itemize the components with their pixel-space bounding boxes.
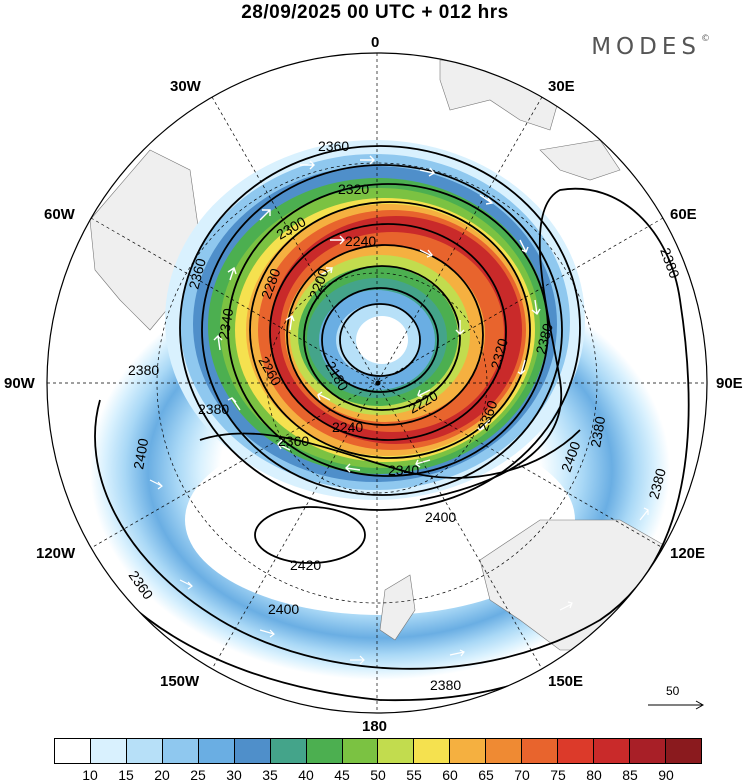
colorbar-tick-label: 10 <box>82 767 98 783</box>
reference-vector-label: 50 <box>666 684 680 698</box>
map-disk <box>47 53 707 713</box>
colorbar-tick-label: 75 <box>550 767 566 783</box>
new-zealand-land <box>379 574 416 641</box>
colorbar-swatch <box>126 739 163 763</box>
colorbar-tick-label: 30 <box>226 767 242 783</box>
colorbar-tick-label: 85 <box>622 767 638 783</box>
contour-label: 2380 <box>532 321 556 355</box>
lon-label-60e: 60E <box>670 206 697 223</box>
polar-jet <box>165 140 585 500</box>
colorbar-swatch <box>486 739 523 763</box>
colorbar-swatch <box>594 739 630 763</box>
colorbar-swatch <box>198 739 235 763</box>
colorbar-swatch <box>522 739 559 763</box>
reference-arrow-icon <box>648 700 705 710</box>
colorbar-tick-label: 20 <box>154 767 170 783</box>
contour-label: 2360 <box>278 433 309 449</box>
colorbar-tick-label: 50 <box>370 767 386 783</box>
colorbar-swatch <box>342 739 379 763</box>
brand-name: MODES <box>591 34 701 60</box>
wind-vectors <box>213 155 541 473</box>
contour-label: 2240 <box>332 419 363 435</box>
colorbar-swatch <box>450 739 487 763</box>
contour-label: 2380 <box>198 401 229 417</box>
colorbar-swatch <box>306 739 343 763</box>
lon-label-0: 0 <box>371 34 380 51</box>
colorbar-tick-label: 65 <box>478 767 494 783</box>
colorbar-swatch <box>234 739 271 763</box>
lon-label-150e: 150E <box>548 673 584 690</box>
colorbar-swatch <box>90 739 127 763</box>
brand-copyright: © <box>701 34 710 44</box>
colorbar-tick-label: 40 <box>298 767 314 783</box>
colorbar-tick-label: 60 <box>442 767 458 783</box>
lon-label-120e: 120E <box>670 545 706 562</box>
contour-label: 2400 <box>130 437 151 471</box>
contour-label: 2360 <box>318 138 349 154</box>
map-border <box>46 52 708 714</box>
contour-label: 2360 <box>185 256 209 290</box>
lon-label-120w: 120W <box>36 545 76 562</box>
colorbar-swatch <box>55 739 91 763</box>
colorbar-tick-label: 15 <box>118 767 134 783</box>
lon-label-60w: 60W <box>44 206 75 223</box>
contour-label: 2320 <box>338 181 369 197</box>
contour-label: 2340 <box>215 307 236 341</box>
contour-label: 2420 <box>290 557 321 573</box>
lon-label-180: 180 <box>362 718 388 735</box>
lon-label-150w: 150W <box>160 673 200 690</box>
colorbar-tick-label: 25 <box>190 767 206 783</box>
contour-label: 2340 <box>388 462 419 478</box>
south-pole-marker <box>375 380 381 386</box>
lon-label-30w: 30W <box>170 78 201 95</box>
colorbar-swatch <box>414 739 451 763</box>
colorbar-swatch <box>162 739 199 763</box>
colorbar-swatch <box>630 739 666 763</box>
height-contours <box>49 145 706 702</box>
colorbar <box>54 738 702 764</box>
outer-wind-vectors <box>149 315 666 665</box>
colorbar-tick-label: 55 <box>406 767 422 783</box>
lon-label-90e: 90E <box>716 375 743 392</box>
madagascar-land <box>539 139 621 181</box>
colorbar-tick-label: 35 <box>262 767 278 783</box>
colorbar-swatch <box>270 739 307 763</box>
colorbar-tick-label: 70 <box>514 767 530 783</box>
colorbar-swatch <box>558 739 595 763</box>
modes-logo: MODES© <box>591 34 710 60</box>
colorbar-tick-label: 80 <box>586 767 602 783</box>
colorbar-tick-label: 45 <box>334 767 350 783</box>
contour-label: 2380 <box>645 466 669 500</box>
map-title: 28/09/2025 00 UTC + 012 hrs <box>241 2 509 23</box>
lon-label-90w: 90W <box>4 375 35 392</box>
lon-label-30e: 30E <box>548 78 575 95</box>
colorbar-swatch <box>665 739 701 763</box>
contour-label: 2400 <box>425 509 456 525</box>
colorbar-tick-label: 90 <box>658 767 674 783</box>
contour-label: 2320 <box>487 336 511 370</box>
reference-vector: 50 <box>648 684 708 714</box>
contour-label: 2400 <box>268 601 299 617</box>
contour-label: 2380 <box>587 415 608 449</box>
contour-label: 2380 <box>128 362 159 378</box>
contour-label: 2380 <box>430 677 461 693</box>
colorbar-swatch <box>378 739 415 763</box>
contour-label: 2240 <box>345 233 376 249</box>
